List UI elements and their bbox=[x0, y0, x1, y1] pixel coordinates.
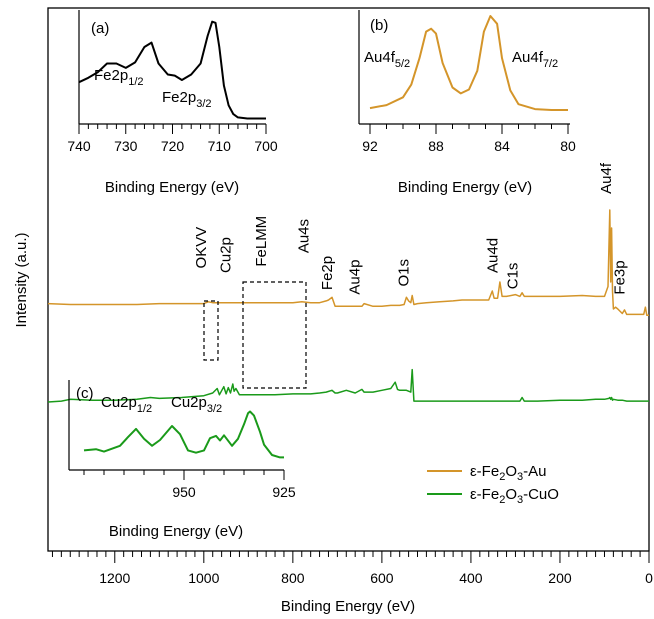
main-x-tick-labels: 1200 1000 800 600 400 200 0 bbox=[99, 570, 653, 586]
inset-b-tick-label: 92 bbox=[362, 138, 378, 154]
legend: ε-Fe2O3-Au ε-Fe2O3-CuO bbox=[427, 463, 559, 506]
inset-a-x-axis-title: Binding Energy (eV) bbox=[105, 179, 239, 196]
inset-a-tick-label: 720 bbox=[161, 138, 185, 154]
peak-label: C1s bbox=[505, 263, 522, 290]
inset-b-tick-label: 80 bbox=[560, 138, 576, 154]
peak-label: Au4p bbox=[347, 260, 364, 295]
inset-a-series-line bbox=[78, 20, 266, 120]
inset-a-panel-label: (a) bbox=[91, 20, 109, 37]
main-x-axis-title: Binding Energy (eV) bbox=[281, 598, 415, 615]
peak-label: Fe2p bbox=[319, 256, 336, 290]
inset-a-tick-label: 740 bbox=[67, 138, 91, 154]
inset-c-x-axis-title: Binding Energy (eV) bbox=[109, 523, 243, 540]
inset-a-plot: 740 730 720 710 700 bbox=[67, 20, 278, 154]
main-x-tick-label: 0 bbox=[645, 570, 653, 586]
au4f-7-2-label: Au4f7/2 bbox=[512, 49, 558, 70]
peak-label: O1s bbox=[396, 259, 413, 287]
inset-b-tick-label: 88 bbox=[428, 138, 444, 154]
inset-b-series-line bbox=[369, 15, 568, 111]
inset-b-x-axis-title: Binding Energy (eV) bbox=[398, 179, 532, 196]
peak-label: OKVV bbox=[193, 227, 210, 269]
main-series-group bbox=[47, 209, 649, 403]
peak-label: Au4d bbox=[485, 238, 502, 273]
inset-c-tick-label: 950 bbox=[172, 484, 196, 500]
peak-label: Au4s bbox=[295, 219, 312, 253]
felmm-highlight-box bbox=[242, 281, 307, 389]
peak-label: FeLMM bbox=[253, 216, 270, 267]
main-x-axis-ticks bbox=[51, 551, 650, 563]
inset-a-tick-label: 710 bbox=[208, 138, 232, 154]
inset-c-tick-label: 925 bbox=[272, 484, 296, 500]
main-series-line-0 bbox=[47, 209, 649, 317]
main-x-tick-label: 200 bbox=[548, 570, 572, 586]
inset-a-tick-label: 700 bbox=[254, 138, 278, 154]
inset-b-panel-label: (b) bbox=[370, 17, 388, 34]
main-x-tick-label: 1000 bbox=[188, 570, 219, 586]
inset-b-plot: 92 88 84 80 bbox=[362, 15, 576, 154]
cu2p-1-2-label: Cu2p1/2 bbox=[101, 394, 152, 415]
inset-a-tick-label: 730 bbox=[114, 138, 138, 154]
fe2p-1-2-label: Fe2p1/2 bbox=[94, 67, 144, 88]
au4f-5-2-label: Au4f5/2 bbox=[364, 49, 410, 70]
main-y-axis-title: Intensity (a.u.) bbox=[13, 232, 30, 327]
peak-label: Fe3p bbox=[612, 260, 629, 294]
inset-c-series-line bbox=[83, 410, 284, 459]
peak-label: Au4f bbox=[598, 162, 615, 194]
inset-c-panel-label: (c) bbox=[76, 385, 94, 402]
main-x-tick-label: 600 bbox=[370, 570, 394, 586]
main-x-tick-label: 400 bbox=[459, 570, 483, 586]
main-x-tick-label: 1200 bbox=[99, 570, 130, 586]
inset-b-tick-label: 84 bbox=[494, 138, 510, 154]
main-plot-frame bbox=[47, 7, 650, 552]
fe2p-3-2-label: Fe2p3/2 bbox=[162, 89, 212, 110]
peak-label: Cu2p bbox=[218, 237, 235, 273]
legend-label-cuo: ε-Fe2O3-CuO bbox=[470, 486, 559, 506]
inset-c-plot: 950 925 bbox=[83, 410, 296, 500]
cu2p-3-2-label: Cu2p3/2 bbox=[171, 394, 222, 415]
okvv-highlight-box bbox=[203, 300, 219, 361]
main-series-line-1 bbox=[47, 368, 649, 403]
main-x-tick-label: 800 bbox=[281, 570, 305, 586]
legend-label-au: ε-Fe2O3-Au bbox=[470, 463, 546, 483]
